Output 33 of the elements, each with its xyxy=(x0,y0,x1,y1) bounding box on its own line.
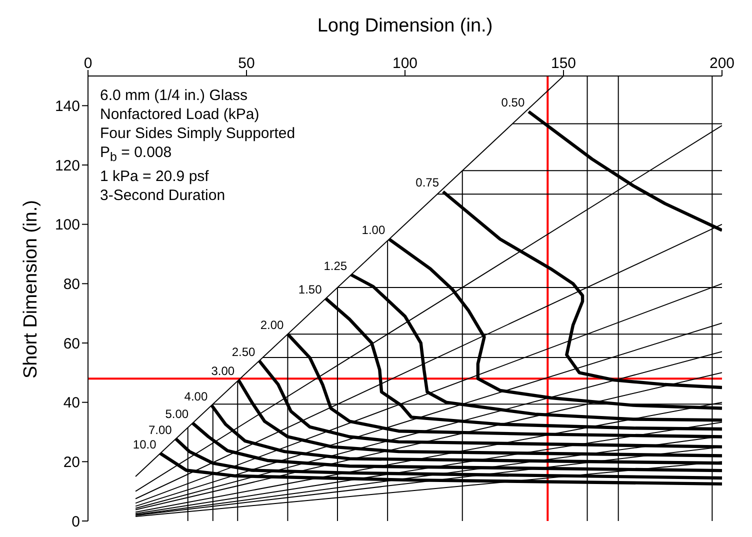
y-tick-label: 20 xyxy=(63,454,80,471)
annotation: 3-Second Duration xyxy=(100,186,226,205)
series-label: 3.00 xyxy=(211,364,235,378)
y-tick-label: 100 xyxy=(54,216,80,234)
x-tick-label: 100 xyxy=(392,55,418,72)
series-label: 0.50 xyxy=(501,96,525,110)
x-tick-label: 0 xyxy=(84,55,92,72)
annotation: Nonfactored Load (kPa) xyxy=(100,105,260,124)
annotation: P$_{b}$ = 0.008 xyxy=(100,143,173,166)
x-tick-label: 150 xyxy=(550,55,576,72)
x-tick-label: 200 xyxy=(709,55,735,72)
series-label: 5.00 xyxy=(165,407,189,422)
series-label: 1.00 xyxy=(362,223,386,238)
annotation: Four Sides Simply Supported xyxy=(100,124,296,143)
y-tick-label: 0 xyxy=(72,513,80,530)
series-label: 1.25 xyxy=(324,258,348,273)
y-tick-label: 40 xyxy=(63,394,80,412)
y-tick-label: 80 xyxy=(63,276,80,293)
y-axis-title: Short Dimension (in.) xyxy=(20,200,42,378)
annotation: 6.0 mm (1/4 in.) Glass xyxy=(100,86,249,105)
y-tick-label: 120 xyxy=(54,157,80,174)
x-tick-label: 50 xyxy=(238,55,255,72)
series-label: 10.0 xyxy=(132,437,157,452)
y-tick-label: 60 xyxy=(63,335,80,352)
y-tick-label: 140 xyxy=(54,98,80,115)
series-label: 1.50 xyxy=(298,282,322,296)
x-axis-title: Long Dimension (in.) xyxy=(317,15,493,36)
series-label: 2.00 xyxy=(260,318,284,332)
series-label: 2.50 xyxy=(232,344,256,359)
series-label: 4.00 xyxy=(184,389,208,404)
series-label: 0.75 xyxy=(416,176,440,190)
series-label: 7.00 xyxy=(148,422,172,437)
annotation: 1 kPa = 20.9 psf xyxy=(100,167,210,186)
